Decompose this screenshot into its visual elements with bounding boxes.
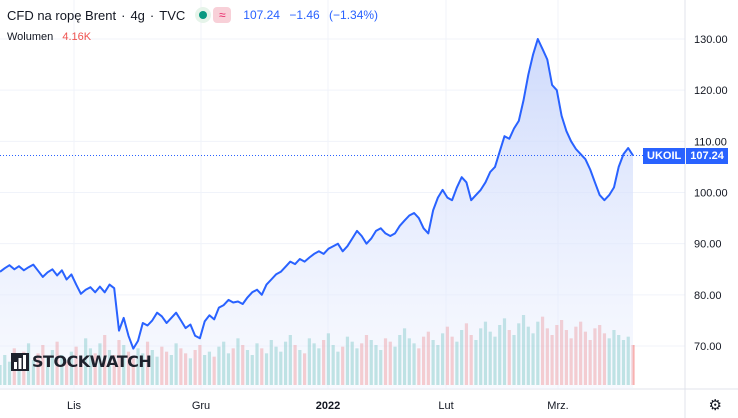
status-pill[interactable]: ≈	[195, 7, 232, 23]
last-price-label: UKOIL 107.24	[643, 148, 728, 164]
chart-legend: CFD na ropę Brent · 4g · TVC ≈ 107.24 −1…	[7, 7, 384, 23]
volume-label[interactable]: Wolumen	[7, 31, 54, 43]
interval-label[interactable]: 4g	[130, 7, 145, 23]
y-tick-label: 70.00	[694, 341, 722, 353]
x-tick-label: Lis	[67, 400, 82, 412]
y-tick-label: 90.00	[694, 239, 722, 251]
logo-text: STOCKWATCH	[32, 352, 152, 371]
price-tag-value: 107.24	[686, 148, 728, 164]
quote-values: 107.24 −1.46 (−1.34%)	[243, 8, 384, 22]
market-open-icon	[195, 7, 212, 23]
x-tick-label: Lut	[438, 400, 453, 412]
settings-gear-icon[interactable]: ⚙	[708, 397, 722, 414]
y-tick-label: 130.00	[694, 34, 728, 46]
last-price: 107.24	[243, 8, 280, 22]
y-tick-label: 110.00	[694, 136, 727, 148]
bar-chart-icon	[11, 352, 29, 371]
price-change: −1.46	[289, 8, 320, 22]
price-line[interactable]	[0, 38, 634, 350]
x-tick-label: 2022	[316, 400, 340, 412]
x-tick-label: Gru	[192, 400, 210, 412]
stockwatch-logo: STOCKWATCH	[11, 352, 152, 371]
volume-legend: Wolumen 4.16K	[7, 31, 91, 43]
y-tick-label: 120.00	[694, 85, 728, 97]
source-label: TVC	[159, 7, 186, 23]
delayed-data-icon: ≈	[213, 7, 232, 23]
volume-value: 4.16K	[62, 31, 92, 43]
symbol-title[interactable]: CFD na ropę Brent	[7, 7, 117, 23]
y-tick-label: 80.00	[694, 290, 722, 302]
x-tick-label: Mrz.	[547, 400, 568, 412]
y-tick-label: 100.00	[694, 188, 728, 200]
price-change-pct: (−1.34%)	[329, 8, 379, 22]
price-tag-symbol: UKOIL	[643, 148, 686, 164]
price-area-fill	[0, 39, 633, 389]
